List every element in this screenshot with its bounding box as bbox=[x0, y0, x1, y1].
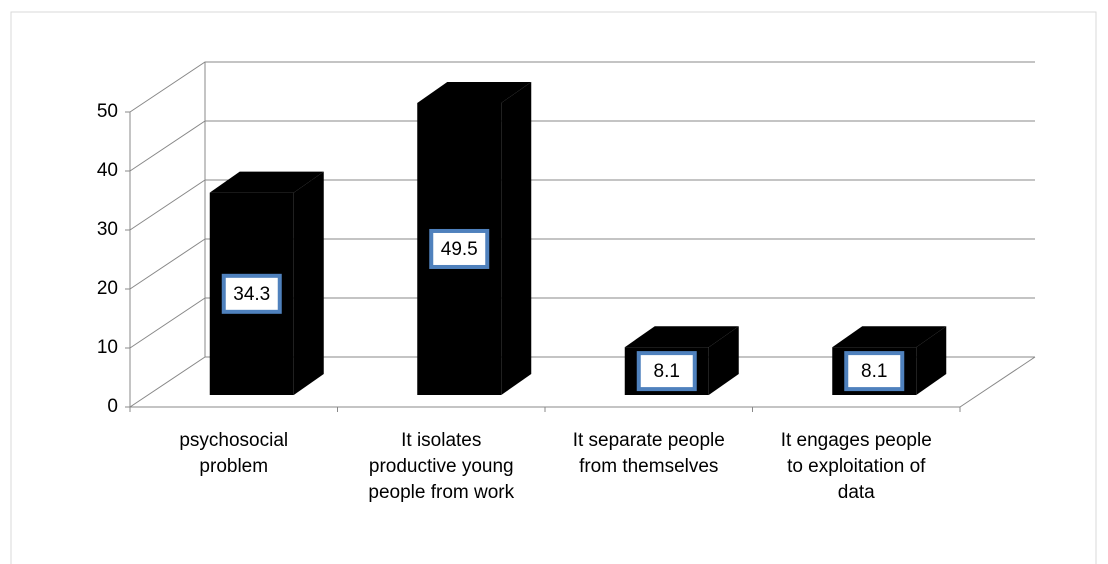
value-label-box bbox=[429, 228, 490, 269]
bar-side bbox=[501, 81, 532, 395]
y-tick-label: 50 bbox=[97, 101, 118, 122]
x-tick-label: It separate people from themselves bbox=[572, 430, 725, 477]
grid-line bbox=[129, 297, 1035, 349]
bar-top bbox=[209, 171, 324, 193]
grid-line bbox=[129, 120, 1035, 172]
bar-side bbox=[293, 171, 324, 395]
y-tick-label: 30 bbox=[97, 219, 118, 240]
grid-line bbox=[129, 356, 1035, 408]
x-tick-label: It isolates productive young people from… bbox=[368, 430, 515, 503]
grid-line bbox=[129, 179, 1035, 231]
bar-side bbox=[708, 326, 739, 395]
grid-line bbox=[129, 238, 1035, 290]
bar-side bbox=[916, 326, 947, 395]
value-label: 8.1 bbox=[654, 361, 680, 382]
x-tick-label: It engages people to exploitation of dat… bbox=[780, 430, 932, 503]
y-tick-label: 0 bbox=[107, 396, 118, 417]
y-tick-label: 20 bbox=[97, 278, 118, 299]
value-label: 49.5 bbox=[441, 239, 478, 260]
bar-top bbox=[417, 81, 532, 103]
grid-line bbox=[129, 61, 1035, 113]
chart-border bbox=[10, 11, 1097, 564]
floor-edge bbox=[959, 356, 1036, 408]
bar-top bbox=[624, 326, 739, 348]
x-tick-label: psychosocial problem bbox=[179, 430, 289, 477]
value-label-box bbox=[221, 273, 282, 314]
value-label: 34.3 bbox=[233, 284, 270, 305]
y-tick-label: 40 bbox=[97, 160, 118, 181]
y-tick-label: 10 bbox=[97, 337, 118, 358]
value-label-box bbox=[636, 351, 697, 392]
value-label: 8.1 bbox=[861, 361, 887, 382]
value-label-box bbox=[844, 351, 905, 392]
bar-top bbox=[832, 326, 947, 348]
